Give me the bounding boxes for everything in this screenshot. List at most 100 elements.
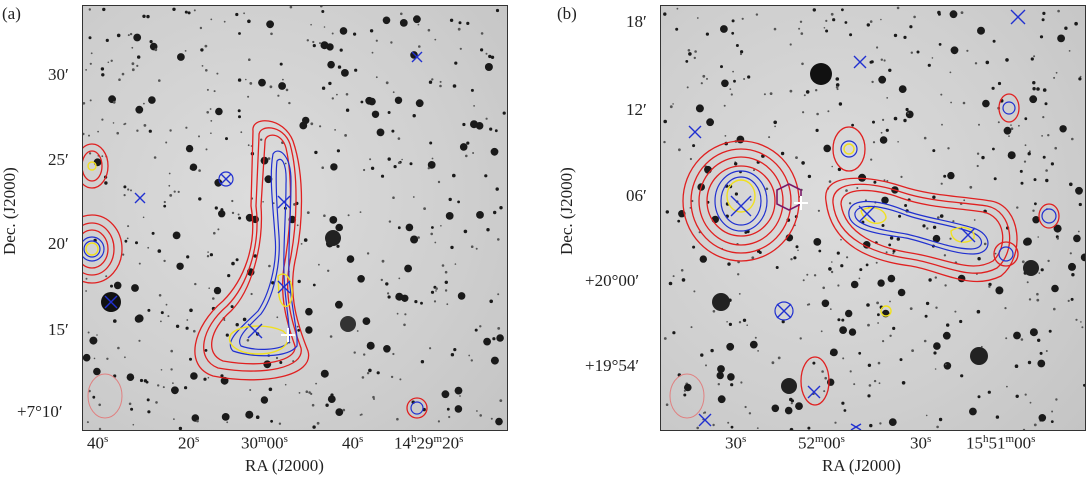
star	[699, 255, 707, 263]
star	[1045, 169, 1048, 172]
star	[878, 382, 881, 385]
star	[267, 157, 271, 160]
star	[388, 220, 392, 223]
star	[132, 423, 135, 426]
star	[327, 60, 335, 69]
star	[165, 141, 168, 144]
star	[86, 421, 89, 424]
star	[768, 136, 771, 139]
star	[899, 358, 903, 362]
star	[790, 402, 793, 405]
star	[245, 410, 254, 419]
star	[1005, 58, 1009, 62]
star	[247, 19, 251, 24]
star	[121, 72, 125, 76]
star	[756, 427, 759, 429]
star	[991, 86, 995, 90]
star	[802, 111, 805, 114]
panel-a-stars	[83, 6, 506, 430]
star	[1079, 75, 1082, 78]
star	[149, 40, 153, 44]
star	[238, 216, 242, 220]
panel-a-xtick: 40s	[342, 433, 364, 453]
star	[162, 386, 165, 389]
star	[828, 180, 832, 183]
star	[476, 211, 484, 219]
star	[133, 33, 142, 42]
star	[429, 141, 433, 145]
star	[1068, 50, 1071, 52]
star	[812, 361, 816, 365]
star	[101, 118, 104, 121]
star	[284, 383, 287, 386]
star	[486, 228, 490, 232]
star	[169, 194, 173, 197]
star	[284, 162, 287, 165]
star	[755, 13, 759, 16]
star	[869, 20, 873, 23]
star	[206, 111, 209, 114]
star	[357, 275, 365, 283]
star	[803, 94, 806, 97]
star	[368, 368, 372, 373]
star	[310, 392, 313, 395]
star	[997, 121, 1000, 124]
star	[444, 280, 448, 284]
panel-a-ytick: +7°10′	[17, 402, 63, 421]
star	[437, 180, 441, 184]
star	[93, 357, 96, 360]
star	[123, 185, 127, 189]
star	[1018, 124, 1020, 127]
star	[841, 401, 845, 405]
star	[223, 319, 226, 321]
star	[249, 389, 252, 391]
star	[147, 246, 150, 249]
star	[1057, 9, 1060, 13]
star	[694, 50, 697, 53]
panel-b-letter: (b)	[557, 4, 577, 23]
star	[321, 166, 324, 169]
star	[158, 79, 161, 82]
star	[117, 346, 120, 350]
star	[866, 303, 870, 307]
star	[331, 32, 334, 35]
star	[288, 101, 291, 105]
star	[382, 16, 391, 25]
star	[157, 384, 160, 387]
star	[189, 163, 198, 171]
star	[311, 403, 315, 407]
star	[1015, 394, 1019, 398]
star	[126, 373, 135, 382]
star	[250, 292, 253, 296]
star	[695, 104, 704, 113]
star	[1047, 259, 1050, 263]
star	[1038, 272, 1041, 274]
star	[263, 360, 272, 369]
star	[187, 11, 191, 15]
panel-a-ytick: 20′	[48, 234, 69, 253]
star	[771, 404, 780, 413]
star	[802, 279, 805, 282]
star	[339, 48, 343, 52]
star	[260, 138, 263, 141]
star	[720, 65, 723, 69]
star	[476, 410, 478, 412]
star	[1051, 410, 1054, 413]
star	[344, 134, 347, 137]
star	[976, 309, 981, 314]
star	[242, 317, 247, 322]
star	[702, 412, 705, 414]
star	[942, 331, 951, 340]
star	[1045, 178, 1049, 183]
star	[361, 376, 365, 379]
star	[206, 255, 210, 258]
star	[773, 120, 777, 125]
panel-b-xtick: 30s	[725, 433, 747, 453]
star	[445, 212, 454, 220]
star	[412, 196, 415, 198]
star	[376, 128, 385, 137]
star	[387, 157, 391, 161]
star	[812, 8, 816, 12]
star	[862, 241, 871, 249]
star	[245, 213, 254, 222]
